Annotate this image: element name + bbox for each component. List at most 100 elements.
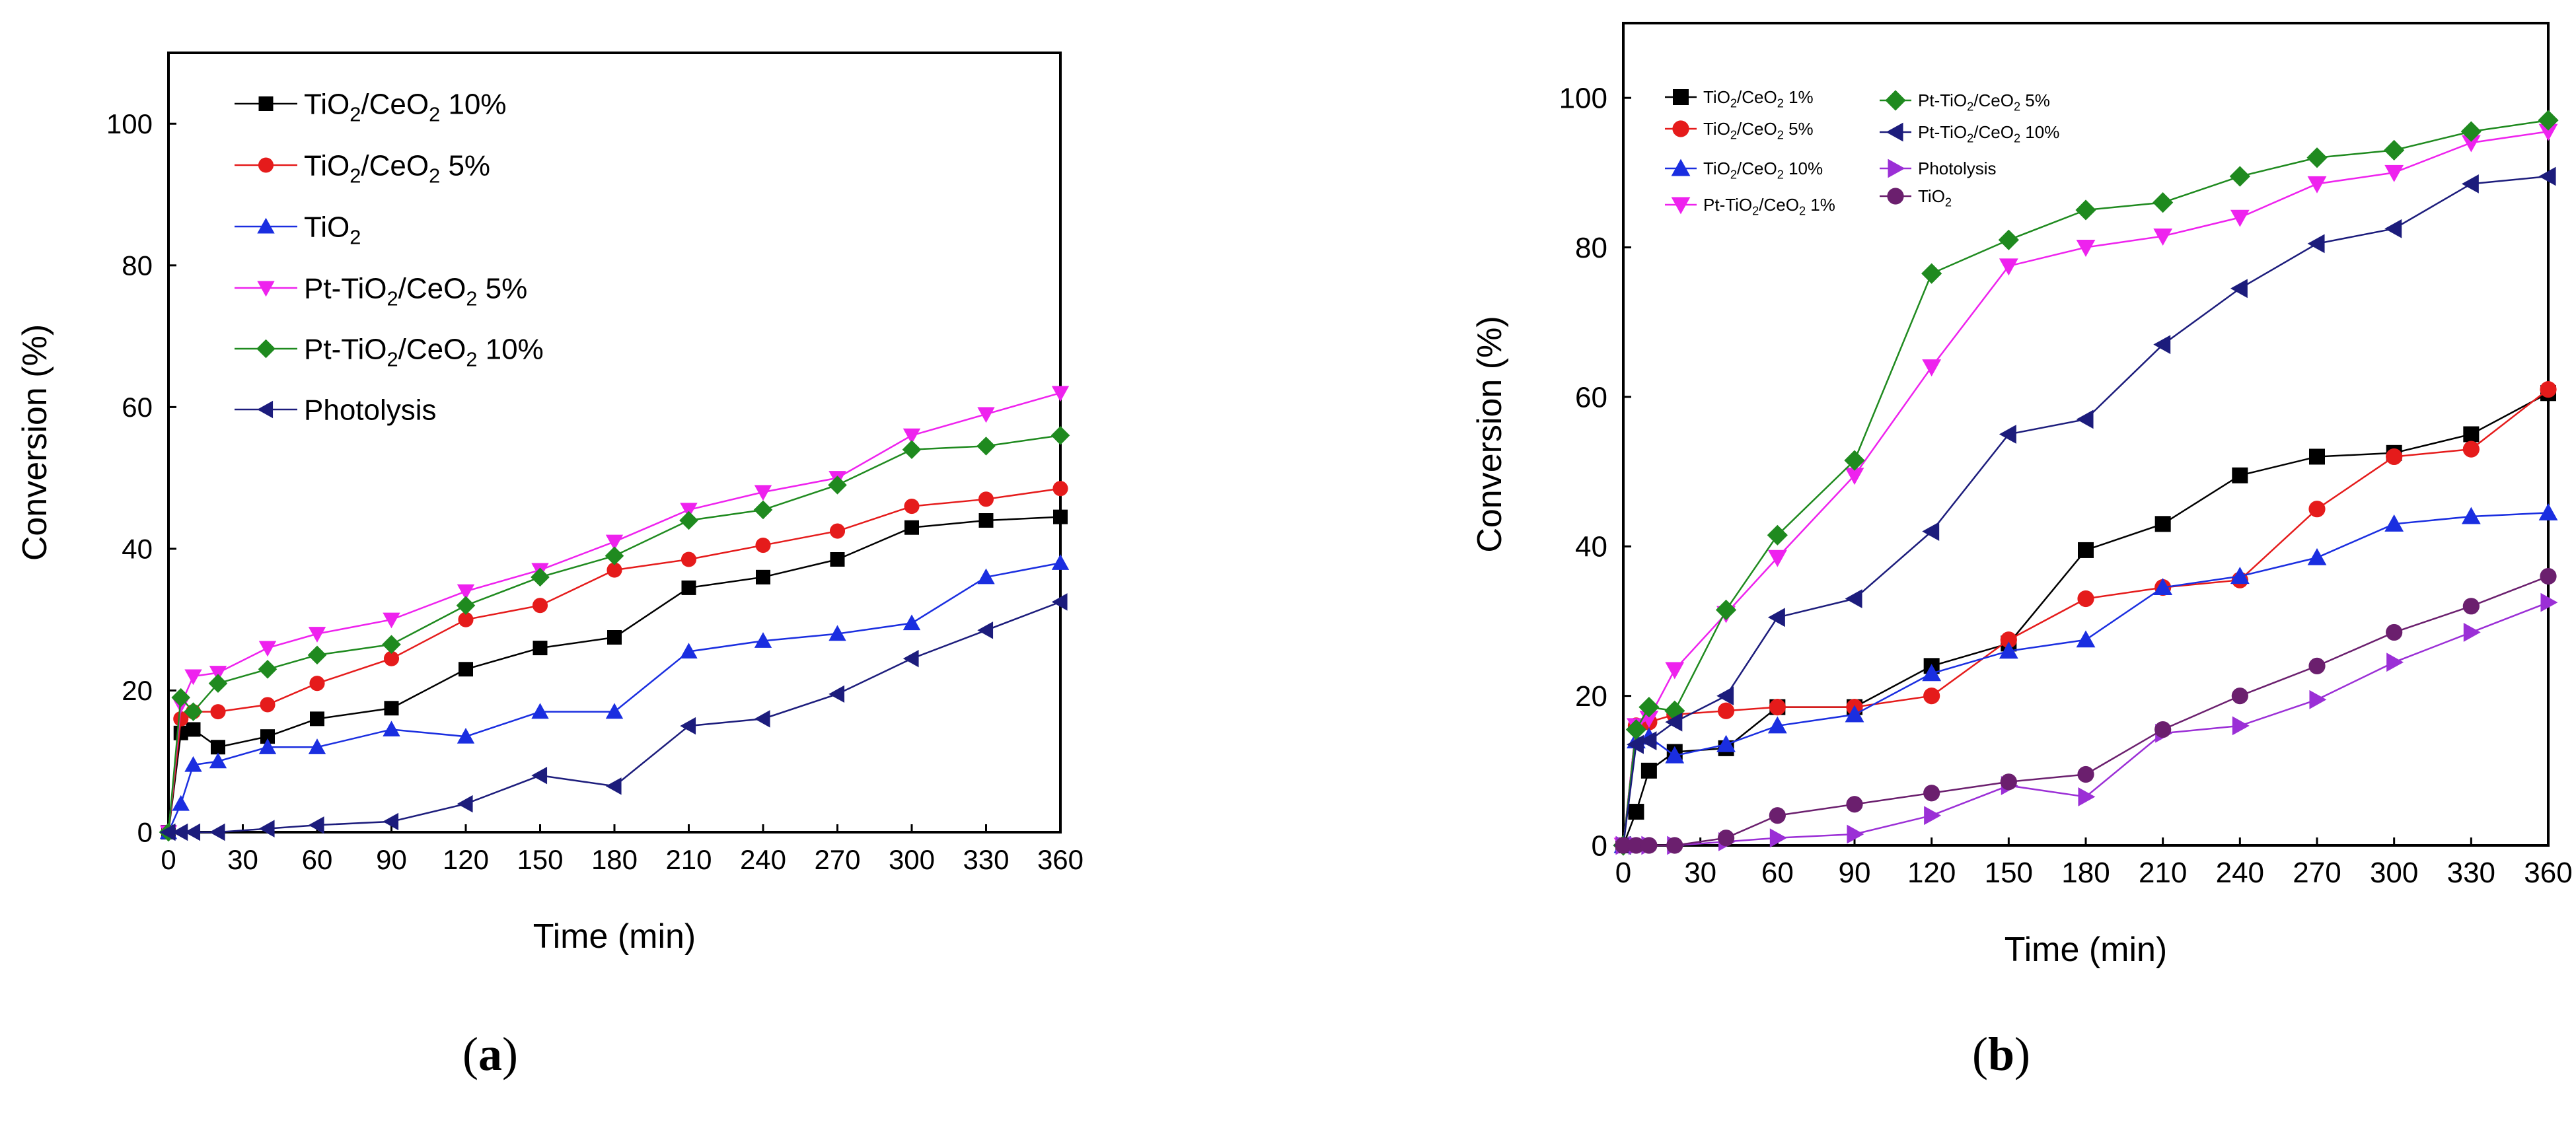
a-data-point bbox=[309, 676, 325, 692]
a-data-point bbox=[258, 820, 275, 837]
b-data-point bbox=[2232, 467, 2248, 483]
b-data-point bbox=[2153, 335, 2171, 355]
b-data-point bbox=[2462, 598, 2480, 615]
b-data-point bbox=[2077, 590, 2094, 608]
b-data-point bbox=[1640, 762, 1657, 779]
a-data-point bbox=[978, 513, 994, 528]
b-data-point bbox=[1846, 796, 1863, 813]
a-data-point bbox=[459, 662, 473, 677]
b-legend-entry: Pt-TiO2/CeO2 1% bbox=[1665, 195, 1835, 218]
a-data-point bbox=[258, 659, 277, 679]
panel-label-b: (b) bbox=[1972, 1028, 2031, 1081]
b-data-point bbox=[2384, 164, 2404, 182]
b-data-point bbox=[1640, 837, 1658, 854]
b-data-point bbox=[1923, 785, 1940, 802]
a-data-point bbox=[383, 612, 400, 629]
b-data-point bbox=[1615, 837, 1632, 854]
a-legend-entry: Pt-TiO2/CeO2 10% bbox=[235, 333, 544, 371]
b-data-point bbox=[1639, 731, 1657, 750]
b-data-point bbox=[1627, 734, 1644, 754]
a-data-point bbox=[607, 562, 622, 578]
a-data-point bbox=[211, 740, 225, 755]
a-y-tick-label: 100 bbox=[106, 108, 153, 139]
b-data-point bbox=[1767, 550, 1787, 567]
a-legend-label: TiO2 bbox=[304, 211, 361, 248]
a-data-point bbox=[383, 721, 400, 737]
a-x-tick-label: 60 bbox=[302, 844, 333, 875]
a-legend-marker bbox=[257, 217, 275, 234]
b-data-point bbox=[2460, 121, 2482, 142]
b-x-tick-label: 360 bbox=[2524, 857, 2572, 889]
b-data-point bbox=[1665, 712, 1683, 732]
b-y-axis-label: Conversion (%) bbox=[1471, 316, 1509, 552]
a-data-point bbox=[753, 500, 773, 520]
b-data-point bbox=[2384, 514, 2404, 532]
b-data-point bbox=[2076, 409, 2094, 429]
a-data-point bbox=[456, 596, 476, 616]
a-data-point bbox=[531, 567, 550, 587]
a-x-tick-label: 180 bbox=[591, 844, 638, 875]
a-data-point bbox=[977, 568, 995, 585]
b-data-point bbox=[1845, 468, 1864, 485]
b-data-point bbox=[2386, 448, 2403, 466]
b-data-point bbox=[1767, 716, 1787, 734]
b-data-point bbox=[1625, 719, 1647, 740]
a-data-point bbox=[310, 711, 324, 727]
b-series-3 bbox=[1613, 124, 2558, 855]
b-legend-marker bbox=[1671, 197, 1691, 215]
a-y-tick-label: 80 bbox=[122, 250, 153, 281]
b-data-point bbox=[2230, 567, 2250, 585]
b-legend-label: TiO2/CeO2 10% bbox=[1703, 159, 1823, 182]
b-data-point bbox=[1999, 425, 2016, 444]
b-data-point bbox=[2308, 657, 2326, 674]
b-data-point bbox=[1767, 608, 1785, 627]
b-data-point bbox=[1922, 664, 1942, 682]
a-series-line bbox=[167, 392, 1061, 833]
a-y-tick-label: 60 bbox=[122, 392, 153, 423]
b-data-point bbox=[2540, 567, 2557, 585]
b-data-point bbox=[2540, 592, 2558, 612]
a-data-point bbox=[184, 702, 203, 721]
b-y-tick-label: 0 bbox=[1592, 830, 1607, 862]
a-data-point bbox=[904, 498, 920, 515]
b-x-tick-label: 180 bbox=[2061, 857, 2110, 889]
a-data-point bbox=[607, 630, 622, 645]
b-data-point bbox=[2384, 139, 2405, 161]
a-y-tick-label: 20 bbox=[122, 675, 153, 706]
b-legend-label: Pt-TiO2/CeO2 10% bbox=[1918, 122, 2059, 145]
a-data-point bbox=[829, 523, 846, 539]
b-legend-entry: TiO2 bbox=[1880, 186, 1952, 209]
b-legend-marker bbox=[1888, 159, 1905, 178]
a-legend-marker bbox=[258, 96, 274, 111]
b-data-point bbox=[1628, 804, 1644, 820]
b-data-point bbox=[2306, 147, 2328, 168]
b-data-point bbox=[2461, 507, 2481, 524]
a-data-point bbox=[260, 697, 276, 713]
a-data-point bbox=[307, 645, 327, 665]
b-data-point bbox=[1924, 806, 1942, 826]
b-data-point bbox=[2386, 623, 2403, 641]
b-data-point bbox=[1769, 807, 1786, 824]
a-data-point bbox=[458, 612, 474, 627]
a-series-line bbox=[167, 562, 1061, 833]
b-data-point bbox=[1769, 828, 1787, 848]
b-data-point bbox=[1767, 524, 1788, 546]
b-data-point bbox=[2075, 199, 2096, 221]
a-legend-entry: TiO2 bbox=[235, 211, 361, 248]
a-legend-label: TiO2/CeO2 10% bbox=[304, 88, 507, 125]
b-data-point bbox=[1716, 734, 1736, 752]
a-y-axis-label: Conversion (%) bbox=[16, 324, 54, 561]
b-data-point bbox=[2077, 765, 2094, 783]
a-data-point bbox=[384, 701, 399, 716]
b-x-axis-label: Time (min) bbox=[2005, 931, 2168, 969]
a-data-point bbox=[184, 756, 202, 772]
b-legend-marker bbox=[1886, 122, 1903, 142]
a-data-point bbox=[978, 491, 994, 507]
a-data-point bbox=[1051, 386, 1070, 402]
a-data-point bbox=[184, 823, 201, 841]
a-data-point bbox=[902, 614, 921, 631]
b-data-point bbox=[2000, 773, 2017, 791]
a-series-1 bbox=[161, 481, 1068, 840]
b-data-point bbox=[2538, 124, 2558, 141]
b-data-point bbox=[1717, 702, 1735, 719]
